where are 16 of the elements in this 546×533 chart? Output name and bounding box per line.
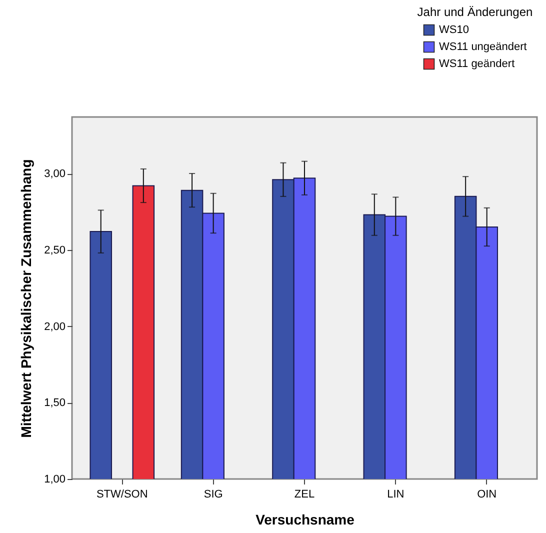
- legend-label: WS11 ungeändert: [439, 41, 527, 53]
- y-tick-label: 3,00: [44, 168, 66, 180]
- legend-label: WS10: [439, 24, 469, 36]
- x-tick-label: ZEL: [294, 488, 315, 500]
- y-tick-label: 2,50: [44, 244, 66, 256]
- y-tick-label: 1,00: [44, 474, 66, 486]
- y-tick-label: 2,00: [44, 320, 66, 333]
- y-tick-label: 1,50: [44, 397, 66, 410]
- x-tick-label: OIN: [477, 488, 497, 500]
- x-tick-label: SIG: [204, 488, 223, 500]
- x-tick-label: LIN: [387, 488, 404, 500]
- x-tick-label: STW/SON: [96, 488, 148, 500]
- legend-title: Jahr und Änderungen: [417, 5, 533, 19]
- y-axis-title: Mittelwert Physikalischer Zusammenhang: [18, 159, 34, 438]
- x-axis-title: Versuchsname: [256, 512, 355, 528]
- legend-label: WS11 geändert: [439, 58, 515, 70]
